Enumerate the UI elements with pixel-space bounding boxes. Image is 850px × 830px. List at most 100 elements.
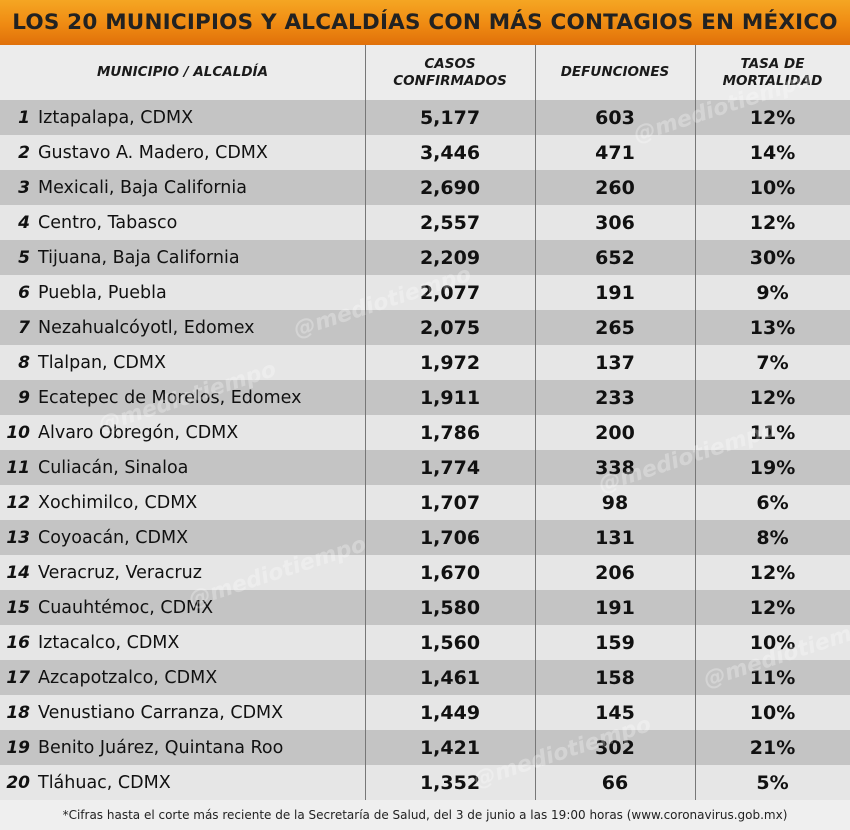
municipio-name: Mexicali, Baja California [38, 177, 247, 198]
row-number: 12 [6, 492, 30, 513]
tasa-mortalidad: 19% [749, 456, 796, 479]
tasa-mortalidad: 10% [749, 176, 796, 199]
table-row: 15 Cuauhtémoc, CDMX 1,580 191 12% [0, 590, 850, 625]
table-row: 3 Mexicali, Baja California 2,690 260 10% [0, 170, 850, 205]
casos-confirmados: 1,911 [419, 386, 481, 409]
defunciones: 131 [595, 526, 635, 549]
table-row: 5 Tijuana, Baja California 2,209 652 30% [0, 240, 850, 275]
table-body: 1 Iztapalapa, CDMX 5,177 603 12% 2 Gustavo A. … [0, 100, 850, 800]
defunciones: 66 [601, 771, 629, 794]
row-number: 17 [6, 667, 30, 688]
municipio-name: Cuauhtémoc, CDMX [38, 597, 214, 618]
table-row: 4 Centro, Tabasco 2,557 306 12% [0, 205, 850, 240]
table-row: 18 Venustiano Carranza, CDMX 1,449 145 10% [0, 695, 850, 730]
table-row: 2 Gustavo A. Madero, CDMX 3,446 471 14% [0, 135, 850, 170]
casos-confirmados: 1,786 [419, 421, 481, 444]
municipio-name: Puebla, Puebla [38, 282, 167, 303]
table-row: 6 Puebla, Puebla 2,077 191 9% [0, 275, 850, 310]
casos-confirmados: 1,580 [419, 596, 481, 619]
defunciones: 471 [595, 141, 635, 164]
table-row: 12 Xochimilco, CDMX 1,707 98 6% [0, 485, 850, 520]
municipio-name: Tláhuac, CDMX [38, 772, 171, 793]
defunciones: 306 [595, 211, 635, 234]
row-number: 3 [18, 177, 30, 198]
title-bar: LOS 20 MUNICIPIOS Y ALCALDÍAS CON MÁS CO… [0, 0, 850, 45]
defunciones: 158 [595, 666, 635, 689]
casos-confirmados: 1,774 [419, 456, 481, 479]
row-number: 6 [18, 282, 30, 303]
tasa-mortalidad: 5% [756, 771, 789, 794]
defunciones: 603 [595, 106, 635, 129]
column-divider [695, 45, 696, 800]
tasa-mortalidad: 10% [749, 701, 796, 724]
tasa-mortalidad: 6% [756, 491, 789, 514]
casos-confirmados: 1,670 [419, 561, 481, 584]
municipio-name: Venustiano Carranza, CDMX [38, 702, 284, 723]
municipio-name: Iztapalapa, CDMX [38, 107, 194, 128]
defunciones: 206 [595, 561, 635, 584]
defunciones: 191 [595, 281, 635, 304]
casos-confirmados: 5,177 [419, 106, 481, 129]
casos-confirmados: 2,077 [419, 281, 481, 304]
tasa-mortalidad: 12% [749, 561, 796, 584]
row-number: 11 [6, 457, 30, 478]
defunciones: 302 [595, 736, 635, 759]
table-row: 19 Benito Juárez, Quintana Roo 1,421 302 21% [0, 730, 850, 765]
row-number: 4 [18, 212, 30, 233]
defunciones: 137 [595, 351, 635, 374]
casos-confirmados: 1,560 [419, 631, 481, 654]
municipio-name: Tijuana, Baja California [38, 247, 240, 268]
defunciones: 98 [601, 491, 629, 514]
tasa-mortalidad: 11% [749, 421, 796, 444]
row-number: 5 [18, 247, 30, 268]
tasa-mortalidad: 7% [756, 351, 789, 374]
casos-confirmados: 2,209 [419, 246, 481, 269]
table-row: 14 Veracruz, Veracruz 1,670 206 12% [0, 555, 850, 590]
defunciones: 260 [595, 176, 635, 199]
municipio-name: Gustavo A. Madero, CDMX [38, 142, 268, 163]
table-row: 16 Iztacalco, CDMX 1,560 159 10% [0, 625, 850, 660]
defunciones: 200 [595, 421, 635, 444]
header-casos: CASOS CONFIRMADOS [365, 45, 535, 100]
row-number: 7 [18, 317, 30, 338]
tasa-mortalidad: 9% [756, 281, 789, 304]
row-number: 15 [6, 597, 30, 618]
row-number: 8 [18, 352, 30, 373]
defunciones: 191 [595, 596, 635, 619]
tasa-mortalidad: 12% [749, 106, 796, 129]
municipio-name: Coyoacán, CDMX [38, 527, 189, 548]
data-table: MUNICIPIO / ALCALDÍA CASOS CONFIRMADOS D… [0, 45, 850, 800]
municipio-name: Xochimilco, CDMX [38, 492, 198, 513]
defunciones: 338 [595, 456, 635, 479]
row-number: 19 [6, 737, 30, 758]
header-tasa-line1: TASA DE [740, 55, 805, 72]
defunciones: 233 [595, 386, 635, 409]
row-number: 14 [6, 562, 30, 583]
table-row: 20 Tláhuac, CDMX 1,352 66 5% [0, 765, 850, 800]
tasa-mortalidad: 14% [749, 141, 796, 164]
table-row: 7 Nezahualcóyotl, Edomex 2,075 265 13% [0, 310, 850, 345]
casos-confirmados: 1,449 [419, 701, 481, 724]
row-number: 18 [6, 702, 30, 723]
casos-confirmados: 2,075 [419, 316, 481, 339]
header-tasa-line2: MORTALIDAD [722, 72, 823, 89]
tasa-mortalidad: 13% [749, 316, 796, 339]
municipio-name: Centro, Tabasco [38, 212, 178, 233]
casos-confirmados: 1,706 [419, 526, 481, 549]
defunciones: 265 [595, 316, 635, 339]
municipio-name: Veracruz, Veracruz [38, 562, 202, 583]
municipio-name: Alvaro Obregón, CDMX [38, 422, 239, 443]
municipio-name: Iztacalco, CDMX [38, 632, 180, 653]
tasa-mortalidad: 11% [749, 666, 796, 689]
table-row: 11 Culiacán, Sinaloa 1,774 338 19% [0, 450, 850, 485]
tasa-mortalidad: 12% [749, 211, 796, 234]
table-row: 13 Coyoacán, CDMX 1,706 131 8% [0, 520, 850, 555]
casos-confirmados: 1,707 [419, 491, 481, 514]
table-row: 17 Azcapotzalco, CDMX 1,461 158 11% [0, 660, 850, 695]
header-municipio: MUNICIPIO / ALCALDÍA [96, 64, 269, 80]
defunciones: 159 [595, 631, 635, 654]
tasa-mortalidad: 12% [749, 386, 796, 409]
header-casos-line2: CONFIRMADOS [393, 72, 507, 89]
header-tasa: TASA DE MORTALIDAD [695, 45, 850, 100]
casos-confirmados: 3,446 [419, 141, 481, 164]
